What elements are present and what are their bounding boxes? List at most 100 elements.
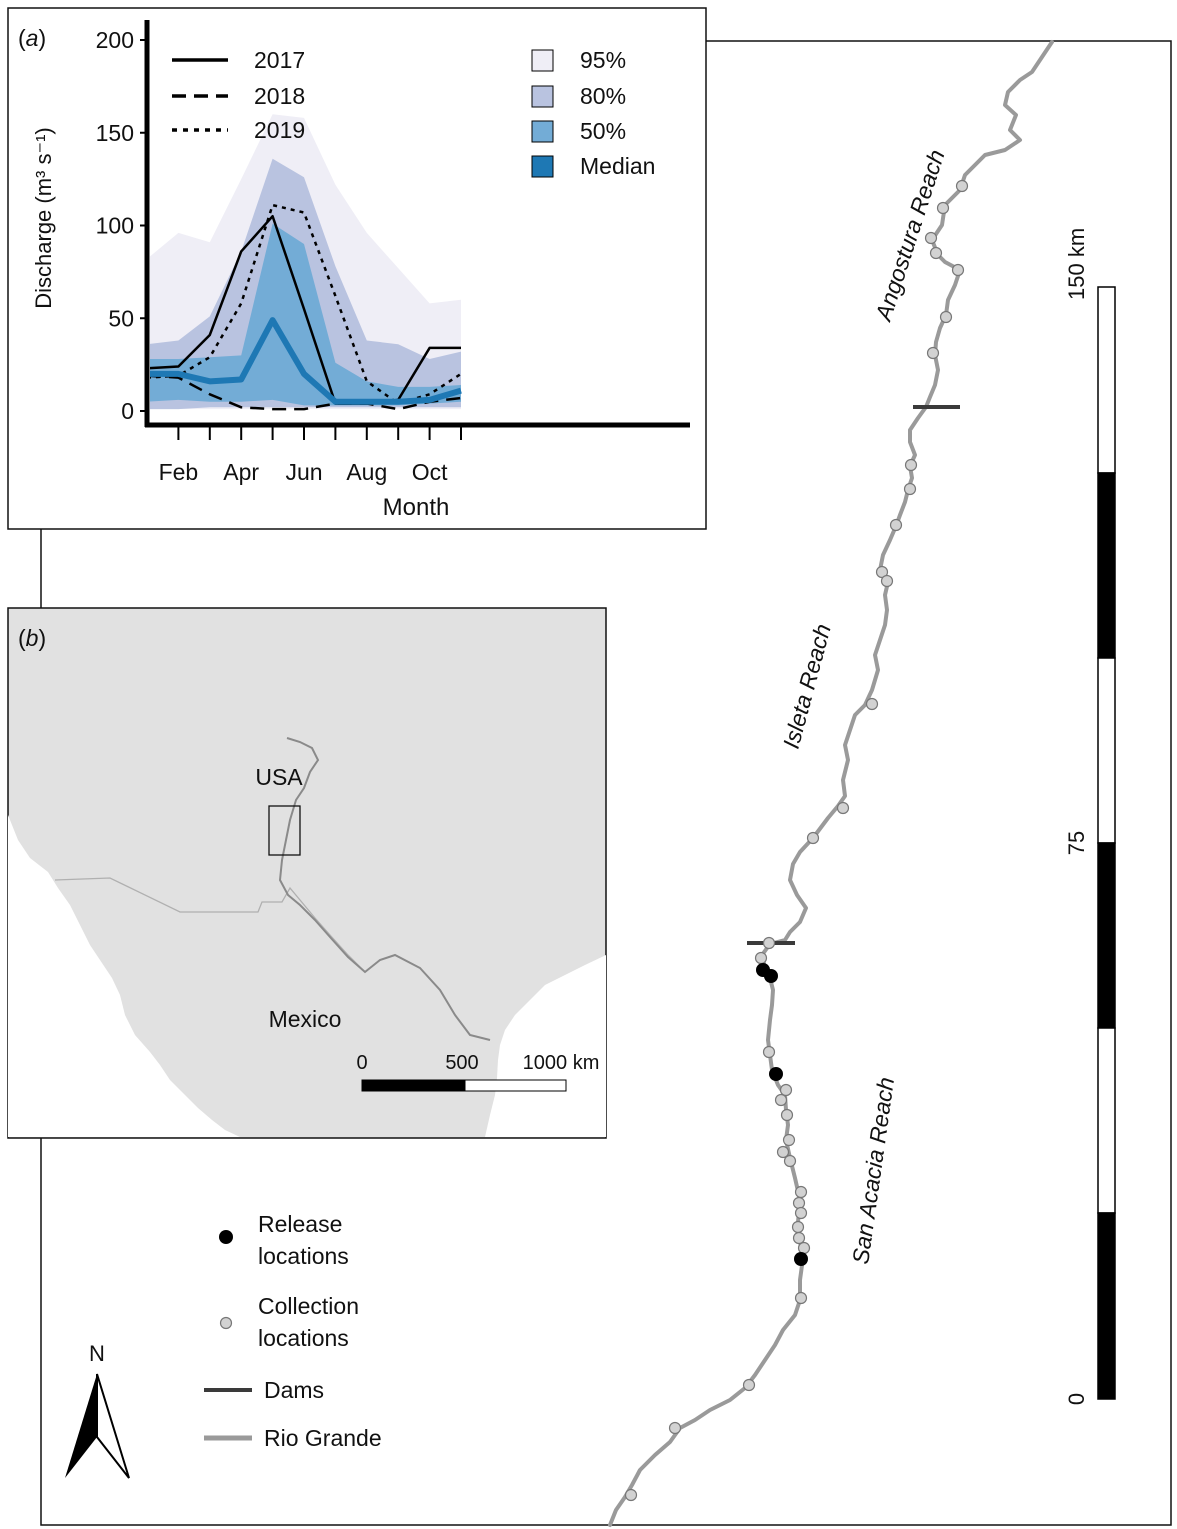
legend-collection-line1: Collection: [258, 1293, 359, 1319]
panel-a-letter: a: [26, 25, 39, 51]
rio-grande-river: [608, 40, 1054, 1527]
panel-b-letter: b: [26, 625, 39, 651]
release-point: [764, 969, 778, 983]
collection-point: [779, 1083, 793, 1097]
x-tick-label: Feb: [159, 459, 199, 485]
legend-release-line2: locations: [258, 1243, 349, 1269]
overview-scale-1000: 1000 km: [523, 1052, 600, 1074]
chart-legend-lines: 2017 2018 2019: [172, 47, 305, 143]
collection-point: [924, 231, 938, 245]
collection-point: [939, 310, 953, 324]
scale-seg: [1097, 472, 1116, 659]
series-2018-line: [150, 374, 462, 411]
collection-point: [783, 1154, 797, 1168]
scale-label-150: 150 km: [1064, 228, 1089, 300]
legend-median-swatch: [531, 155, 554, 178]
collection-point: [762, 936, 776, 950]
x-ticks: Feb Apr Jun Aug Oct: [159, 425, 462, 485]
legend-release-line1: Release: [258, 1211, 342, 1237]
chart-legend-bands: 95% 80% 50% Median: [531, 47, 655, 179]
panel-a: (a) 200 150 100 50 0 Feb Apr Jun Aug Oct Month D…: [7, 7, 707, 530]
collection-point: [865, 697, 879, 711]
scale-seg: [1097, 1027, 1116, 1214]
collection-point: [762, 1045, 776, 1059]
legend-collection-symbol: [219, 1316, 233, 1330]
north-label: N: [89, 1341, 105, 1366]
baja-california: [62, 878, 205, 1105]
collection-point: [797, 1241, 811, 1255]
collection-point: [794, 1291, 808, 1305]
scale-seg: [1097, 842, 1116, 1029]
legend-2018-label: 2018: [254, 83, 305, 109]
series-2017-line: [150, 214, 461, 405]
country-label-usa: USA: [255, 764, 303, 790]
legend-collection-line2: locations: [258, 1325, 349, 1351]
vertical-scale-bar: [1097, 286, 1116, 1400]
country-label-mexico: Mexico: [269, 1006, 342, 1032]
release-point: [794, 1252, 808, 1266]
x-tick-label: Oct: [412, 459, 448, 485]
collection-point: [936, 201, 950, 215]
collection-point: [792, 1231, 806, 1245]
collection-point: [806, 831, 820, 845]
collection-point: [880, 574, 894, 588]
panel-b-label: (b): [18, 625, 46, 651]
collection-point: [742, 1378, 756, 1392]
legend-50-label: 50%: [580, 118, 626, 144]
collection-point: [794, 1185, 808, 1199]
legend-95-swatch: [531, 49, 554, 72]
legend-80-label: 80%: [580, 83, 626, 109]
y-tick-label: 100: [96, 213, 134, 239]
collection-point: [889, 518, 903, 532]
legend-50-swatch: [531, 120, 554, 143]
collection-point: [782, 1133, 796, 1147]
rio-grande-overview: [278, 737, 491, 1041]
scale-seg: [1097, 657, 1116, 844]
legend-80-swatch: [531, 85, 554, 108]
overview-scale-0: 0: [356, 1052, 367, 1074]
x-tick-label: Aug: [346, 459, 387, 485]
map-legend: Release locations Collection locations D…: [204, 1211, 382, 1451]
collection-point: [875, 565, 889, 579]
x-tick-label: Jun: [285, 459, 322, 485]
north-arrow-icon: N: [65, 1341, 130, 1479]
scale-label-0: 0: [1064, 1393, 1089, 1405]
legend-release-symbol: [219, 1230, 233, 1244]
y-ticks: 200 150 100 50 0: [96, 27, 147, 424]
legend-median-label: Median: [580, 153, 655, 179]
collection-point: [836, 801, 850, 815]
collection-point: [929, 246, 943, 260]
scale-seg: [1097, 286, 1116, 474]
study-area-box: [268, 805, 301, 856]
overview-scale-seg-2: [464, 1079, 567, 1092]
scale-label-75: 75: [1064, 831, 1089, 855]
scale-seg: [1097, 1212, 1116, 1400]
legend-2017-label: 2017: [254, 47, 305, 73]
collection-point: [926, 346, 940, 360]
overview-scale-seg-1: [361, 1079, 466, 1092]
collection-point: [903, 482, 917, 496]
legend-dams-label: Dams: [264, 1377, 324, 1403]
legend-95-label: 95%: [580, 47, 626, 73]
collection-point: [951, 263, 965, 277]
release-points: [756, 963, 808, 1266]
collection-point: [776, 1145, 790, 1159]
overview-scale-500: 500: [445, 1052, 478, 1074]
y-tick-label: 0: [121, 398, 134, 424]
y-tick-label: 150: [96, 120, 134, 146]
collection-point: [774, 1093, 788, 1107]
chart-lines: [150, 203, 462, 411]
legend-river-label: Rio Grande: [264, 1425, 382, 1451]
x-tick-label: Apr: [223, 459, 259, 485]
legend-2019-label: 2019: [254, 117, 305, 143]
panel-a-label: (a): [18, 25, 46, 51]
collection-point: [780, 1108, 794, 1122]
y-axis-label: Discharge (m³ s⁻¹): [31, 127, 56, 309]
collection-point: [792, 1196, 806, 1210]
collection-point: [624, 1488, 638, 1502]
collection-point: [955, 179, 969, 193]
release-point: [769, 1067, 783, 1081]
collection-point: [754, 951, 768, 965]
series-median-line: [150, 317, 462, 405]
